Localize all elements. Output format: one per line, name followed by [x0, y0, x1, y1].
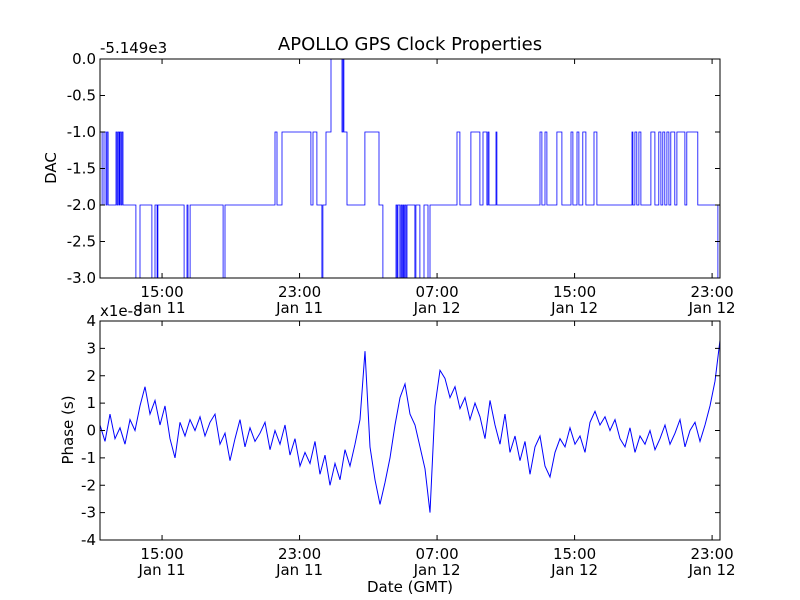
x-tick-label-time: 15:00: [140, 545, 183, 563]
phase-offset-label: x1e-8: [100, 302, 143, 320]
x-tick-label-time: 15:00: [140, 283, 183, 301]
chart-title: APOLLO GPS Clock Properties: [278, 34, 542, 55]
y-tick-label: 0: [86, 422, 96, 440]
x-tick-label-date: Jan 12: [550, 561, 598, 579]
x-tick-label-date: Jan 12: [688, 561, 736, 579]
dac-series-line: [100, 59, 720, 278]
x-tick-label-date: Jan 12: [413, 299, 461, 317]
phase-series-line: [100, 340, 720, 513]
x-tick-label-time: 15:00: [553, 545, 596, 563]
x-tick-label-date: Jan 11: [275, 561, 323, 579]
x-tick-label-time: 23:00: [278, 283, 321, 301]
y-tick-label: -0.5: [67, 87, 96, 105]
x-tick-label-date: Jan 11: [275, 299, 323, 317]
y-tick-label: -2.5: [67, 233, 96, 251]
x-tick-label-time: 15:00: [553, 283, 596, 301]
x-tick-label-time: 23:00: [278, 545, 321, 563]
y-tick-label: 4: [86, 312, 96, 330]
x-tick-label-date: Jan 11: [138, 561, 186, 579]
x-tick-label-time: 07:00: [415, 545, 458, 563]
y-tick-label: -3: [81, 504, 96, 522]
x-tick-label-time: 23:00: [690, 545, 733, 563]
x-tick-label-date: Jan 12: [688, 299, 736, 317]
y-tick-label: -2: [81, 476, 96, 494]
x-tick-label-time: 07:00: [415, 283, 458, 301]
x-tick-label-date: Jan 11: [138, 299, 186, 317]
phase-ylabel: Phase (s): [59, 395, 77, 464]
x-tick-label-time: 23:00: [690, 283, 733, 301]
y-tick-label: 2: [86, 367, 96, 385]
y-tick-label: -4: [81, 531, 96, 549]
y-tick-label: 1: [86, 394, 96, 412]
y-tick-label: -1: [81, 449, 96, 467]
x-tick-label-date: Jan 12: [550, 299, 598, 317]
phase-xlabel: Date (GMT): [367, 578, 453, 596]
y-tick-label: -1.5: [67, 160, 96, 178]
y-tick-label: 0.0: [72, 50, 96, 68]
x-tick-label-date: Jan 12: [413, 561, 461, 579]
dac-axes: -5.149e3 DAC 0.0 -0.5 -1.0 -1.5 -2.0 -2.5 -3.0…: [42, 39, 736, 317]
y-tick-label: -3.0: [67, 269, 96, 287]
y-tick-label: -2.0: [67, 196, 96, 214]
phase-axes: x1e-8 Phase (s) Date (GMT) 4 3 2 1 0 -1 -2 -3 -4…: [59, 302, 736, 596]
dac-ylabel: DAC: [42, 152, 60, 184]
y-tick-label: 3: [86, 339, 96, 357]
dac-offset-label: -5.149e3: [100, 39, 167, 57]
y-tick-label: -1.0: [67, 123, 96, 141]
